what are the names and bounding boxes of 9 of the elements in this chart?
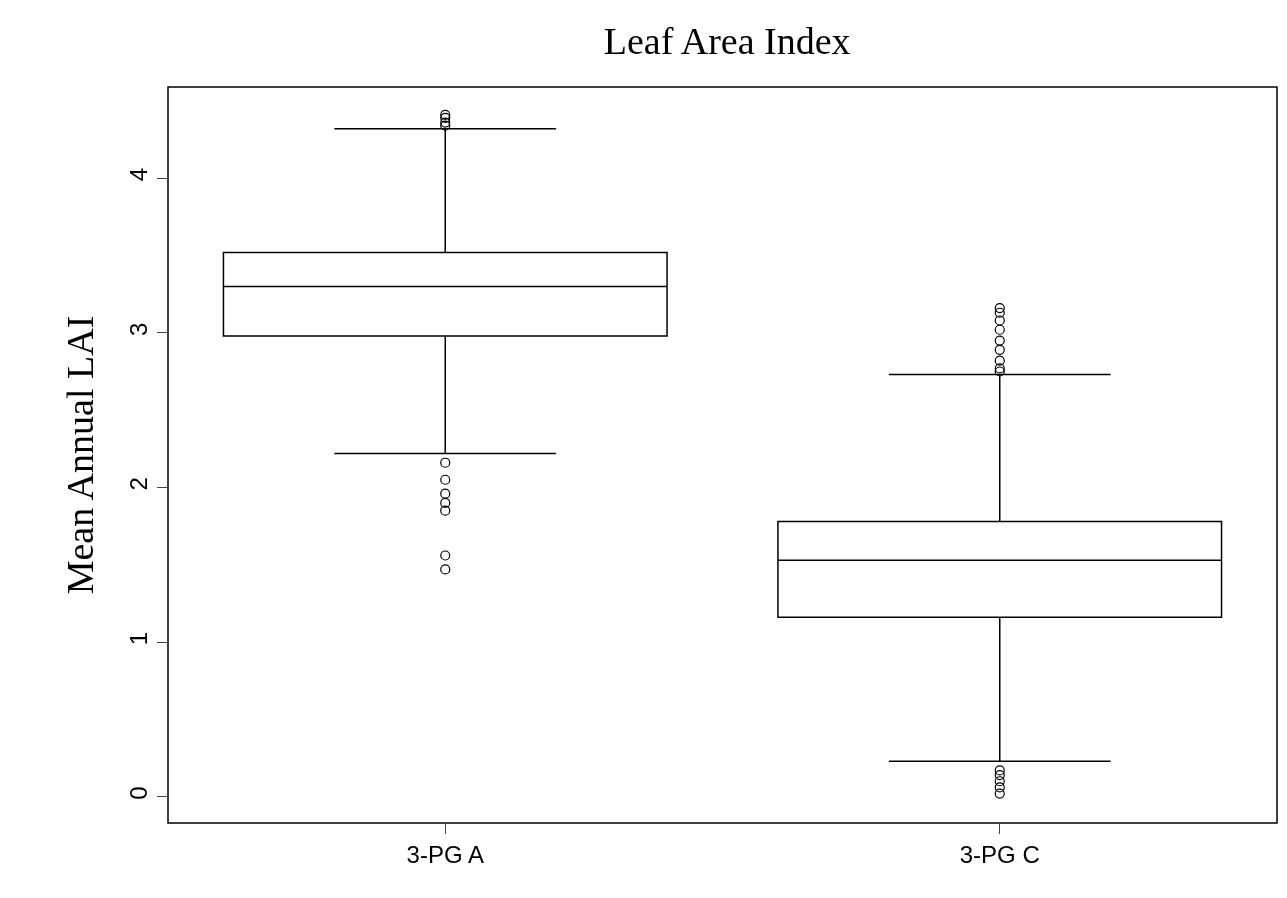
y-axis-title: Mean Annual LAI — [58, 315, 101, 595]
y-tick-label: 1 — [125, 631, 153, 646]
y-tick-label: 4 — [125, 167, 153, 182]
y-tick-label: 2 — [125, 477, 153, 491]
chart-title: Leaf Area Index — [603, 19, 851, 62]
y-tick-label: 0 — [125, 786, 153, 800]
x-tick-label: 3-PG A — [406, 840, 484, 868]
x-tick-label: 3-PG C — [959, 840, 1040, 868]
y-tick-label: 3 — [125, 322, 153, 336]
